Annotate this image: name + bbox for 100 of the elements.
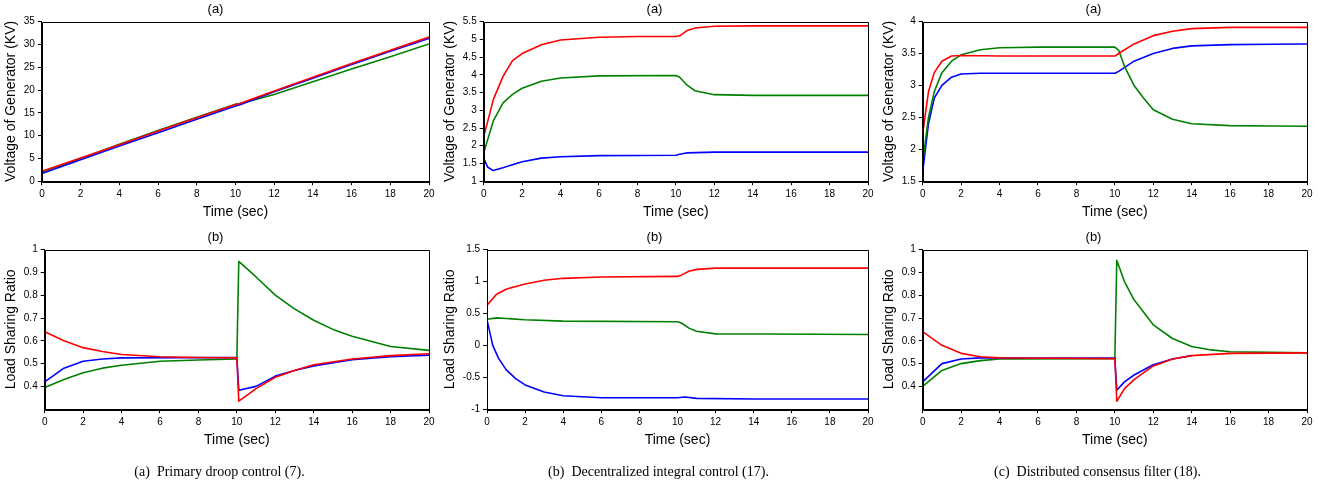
y-tick-label: 1 [32,243,39,255]
x-tick-label: 12 [710,415,722,427]
x-tick-label: 18 [824,415,836,427]
y-tick-label: 0.7 [901,311,917,323]
x-tick-label: 16 [786,415,798,427]
y-tick-label: 0.8 [23,288,39,300]
y-tick-label: 2.5 [901,111,917,123]
y-tick-label: 0 [29,174,36,186]
x-tick-label: 10 [670,187,682,199]
y-tick-label: 4.5 [462,50,478,62]
y-tick-label: 0.9 [23,266,39,278]
x-tick-label: 6 [1035,415,1042,427]
y-tick-label: 1.5 [901,174,917,186]
x-tick-label: 12 [269,415,282,427]
y-tick-label: 5.5 [462,15,478,27]
x-tick-label: 16 [346,415,359,427]
x-tick-label: 10 [1109,415,1121,427]
x-tick-label: 18 [1263,415,1275,427]
y-tick-label: 1.5 [462,157,478,169]
x-tick-label: 2 [522,415,529,427]
y-axis-title: Load Sharing Ratio [441,269,458,390]
y-tick-label: 10 [23,129,36,141]
y-axis-title: Voltage of Generator (KV) [880,20,897,182]
x-tick-label: 18 [824,187,836,199]
y-tick-label: 5 [29,152,36,164]
x-tick-label: 20 [1301,187,1313,199]
x-axis-title: Time (sec) [202,203,269,220]
y-tick-label: 5 [471,33,478,45]
x-tick-label: 14 [1186,187,1198,199]
x-tick-label: 4 [560,415,567,427]
y-tick-label: 0.7 [23,311,39,323]
x-tick-label: 16 [1224,187,1237,199]
y-tick-label: 1 [910,243,917,255]
x-tick-label: 0 [919,415,926,427]
x-tick-label: 20 [1301,415,1313,427]
y-tick-label: 0.6 [901,334,917,346]
y-tick-label: 4 [471,68,478,80]
y-tick-label: 3 [471,104,478,116]
y-tick-label: 2 [471,139,478,151]
text: (b) Decentralized integral control (17). [547,464,770,480]
y-axis-title: Voltage of Generator (KV) [441,20,458,182]
x-tick-label: 18 [385,415,397,427]
x-tick-label: 14 [307,187,319,199]
x-tick-label: 20 [423,415,435,427]
y-tick-label: 0.9 [901,266,917,278]
y-tick-label: -1 [471,402,481,414]
y-tick-label: 0.5 [466,307,481,319]
x-tick-label: 16 [346,187,358,199]
y-tick-label: 0.6 [23,334,39,346]
x-tick-label: 6 [157,415,164,427]
y-tick-label: 20 [23,83,36,95]
x-tick-label: 4 [118,415,125,427]
x-tick-label: 6 [155,187,162,199]
x-tick-label: 12 [708,187,721,199]
y-tick-label: 15 [23,106,36,118]
x-tick-label: 18 [384,187,397,199]
y-tick-label: 0.4 [23,380,39,392]
chart-title: (a) [207,1,224,17]
y-tick-label: -0.5 [462,371,481,383]
chart-title: (a) [646,1,663,17]
chart-title: (a) [1085,1,1102,17]
x-tick-label: 10 [1109,187,1121,199]
y-tick-label: 3.5 [901,47,917,59]
x-axis-title: Time (sec) [1082,431,1148,448]
x-tick-label: 2 [958,415,965,427]
y-tick-label: 2 [910,143,917,155]
y-tick-label: 2.5 [462,121,478,133]
text: (c) Distributed consensus filter (18). [993,464,1202,480]
y-tick-label: 1 [474,275,481,287]
chart-title: (b) [1085,229,1102,245]
y-tick-label: 0.5 [901,357,917,369]
chart-title: (b) [207,229,224,245]
x-tick-label: 8 [193,187,200,199]
y-axis-title: Load Sharing Ratio [880,269,897,390]
x-tick-label: 10 [671,415,684,427]
chart-title: (b) [646,229,663,245]
x-tick-label: 0 [484,415,491,427]
x-tick-label: 10 [229,187,242,199]
x-tick-label: 6 [598,415,605,427]
y-tick-label: 25 [23,60,36,72]
x-axis-title: Time (sec) [644,431,711,448]
x-tick-label: 16 [1224,415,1237,427]
x-tick-label: 8 [195,415,202,427]
x-tick-label: 4 [557,187,564,199]
y-tick-label: 0.8 [901,288,917,300]
x-tick-label: 20 [862,187,874,199]
text: (a) Primary droop control (7). [133,464,306,480]
y-tick-label: 1 [471,174,478,186]
x-tick-label: 2 [80,415,87,427]
x-tick-label: 20 [423,187,435,199]
y-tick-label: 1.5 [466,243,481,255]
x-axis-title: Time (sec) [643,203,709,220]
x-tick-label: 4 [996,415,1003,427]
y-tick-label: 3.5 [462,86,478,98]
x-tick-label: 12 [268,187,281,199]
y-tick-label: 0.4 [901,380,917,392]
x-tick-label: 0 [41,415,48,427]
x-tick-label: 12 [1147,187,1160,199]
y-tick-label: 4 [910,15,917,27]
x-tick-label: 2 [519,187,526,199]
